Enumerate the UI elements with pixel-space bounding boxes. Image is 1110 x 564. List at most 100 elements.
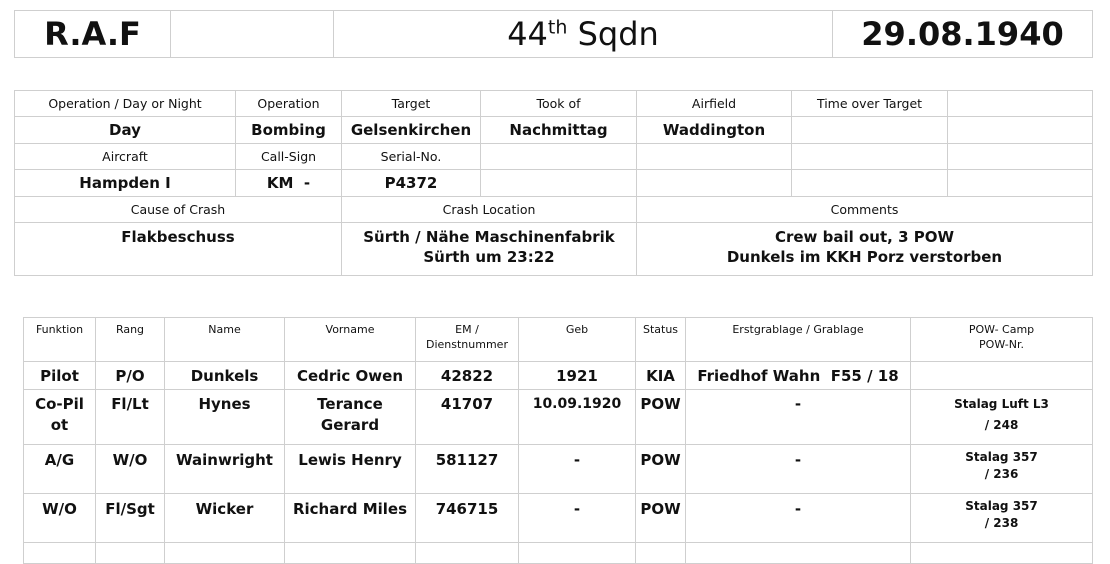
- value-target: Gelsenkirchen: [341, 116, 481, 144]
- empty-cell: [947, 90, 1093, 117]
- label-op-day-night: Operation / Day or Night: [14, 90, 236, 117]
- empty-cell: [685, 542, 911, 564]
- dienstnummer: 581127: [415, 444, 519, 494]
- funktion: A/G: [23, 444, 96, 494]
- label-comments: Comments: [636, 196, 1093, 223]
- pow-camp: Stalag Luft L3 / 248: [910, 389, 1093, 445]
- empty-cell: [415, 542, 519, 564]
- empty-cell: [480, 143, 637, 170]
- label-target: Target: [341, 90, 481, 117]
- value-operation: Bombing: [235, 116, 342, 144]
- empty-cell: [636, 143, 792, 170]
- header-dienstnummer: EM / Dienstnummer: [415, 317, 519, 362]
- empty-cell: [95, 542, 165, 564]
- funktion: Pilot: [23, 361, 96, 390]
- empty-cell: [518, 542, 636, 564]
- table-row: [23, 542, 1093, 564]
- label-time-over-target: Time over Target: [791, 90, 948, 117]
- status: POW: [635, 389, 686, 445]
- empty-cell: [947, 143, 1093, 170]
- header-rang: Rang: [95, 317, 165, 362]
- name: Dunkels: [164, 361, 285, 390]
- pow-camp: [910, 361, 1093, 390]
- date-label: 29.08.1940: [832, 10, 1093, 58]
- empty-cell: [635, 542, 686, 564]
- header-status: Status: [635, 317, 686, 362]
- empty-cell: [791, 169, 948, 197]
- value-cause: Flakbeschuss: [14, 222, 342, 276]
- name: Wainwright: [164, 444, 285, 494]
- value-took-of: Nachmittag: [480, 116, 637, 144]
- value-comments: Crew bail out, 3 POW Dunkels im KKH Porz …: [636, 222, 1093, 276]
- table-row: A/G W/O Wainwright Lewis Henry 581127 - …: [23, 444, 1093, 494]
- table-row: Co-Pilot Fl/Lt Hynes Terance Gerard 4170…: [23, 389, 1093, 445]
- pow-camp: Stalag 357 / 236: [910, 444, 1093, 494]
- status: KIA: [635, 361, 686, 390]
- label-location: Crash Location: [341, 196, 637, 223]
- header-grablage: Erstgrablage / Grablage: [685, 317, 911, 362]
- header-pow-camp: POW- Camp POW-Nr.: [910, 317, 1093, 362]
- label-cause: Cause of Crash: [14, 196, 342, 223]
- geb: 10.09.1920: [518, 389, 636, 445]
- empty-cell: [164, 542, 285, 564]
- table-row: Pilot P/O Dunkels Cedric Owen 42822 1921…: [23, 361, 1093, 390]
- funktion: Co-Pilot: [23, 389, 96, 445]
- vorname: Richard Miles: [284, 493, 416, 543]
- empty-cell: [284, 542, 416, 564]
- dienstnummer: 746715: [415, 493, 519, 543]
- value-aircraft: Hampden I: [14, 169, 236, 197]
- empty-cell: [791, 116, 948, 144]
- grablage: -: [685, 444, 911, 494]
- vorname: Lewis Henry: [284, 444, 416, 494]
- empty-cell: [791, 143, 948, 170]
- geb: -: [518, 444, 636, 494]
- status: POW: [635, 493, 686, 543]
- header-vorname: Vorname: [284, 317, 416, 362]
- value-serial-no: P4372: [341, 169, 481, 197]
- empty-cell: [947, 169, 1093, 197]
- grablage: Friedhof Wahn F55 / 18: [685, 361, 911, 390]
- table-row: W/O Fl/Sgt Wicker Richard Miles 746715 -…: [23, 493, 1093, 543]
- geb: 1921: [518, 361, 636, 390]
- dienstnummer: 41707: [415, 389, 519, 445]
- rang: P/O: [95, 361, 165, 390]
- label-airfield: Airfield: [636, 90, 792, 117]
- name: Wicker: [164, 493, 285, 543]
- value-op-day-night: Day: [14, 116, 236, 144]
- empty-cell: [636, 169, 792, 197]
- pow-camp: Stalag 357 / 238: [910, 493, 1093, 543]
- header-name: Name: [164, 317, 285, 362]
- value-airfield: Waddington: [636, 116, 792, 144]
- header-table: R.A.F 44th Sqdn 29.08.1940: [14, 10, 1093, 58]
- empty-cell: [170, 10, 334, 58]
- header-geb: Geb: [518, 317, 636, 362]
- grablage: -: [685, 389, 911, 445]
- label-serial-no: Serial-No.: [341, 143, 481, 170]
- header-funktion: Funktion: [23, 317, 96, 362]
- empty-cell: [23, 542, 96, 564]
- rang: Fl/Lt: [95, 389, 165, 445]
- operation-table: Operation / Day or Night Operation Targe…: [14, 90, 1093, 276]
- squadron-label: 44th Sqdn: [333, 10, 833, 58]
- value-call-sign: KM -: [235, 169, 342, 197]
- label-call-sign: Call-Sign: [235, 143, 342, 170]
- geb: -: [518, 493, 636, 543]
- funktion: W/O: [23, 493, 96, 543]
- label-operation: Operation: [235, 90, 342, 117]
- status: POW: [635, 444, 686, 494]
- empty-cell: [910, 542, 1093, 564]
- name: Hynes: [164, 389, 285, 445]
- rang: W/O: [95, 444, 165, 494]
- grablage: -: [685, 493, 911, 543]
- rang: Fl/Sgt: [95, 493, 165, 543]
- empty-cell: [480, 169, 637, 197]
- value-location: Sürth / Nähe Maschinenfabrik Sürth um 23:…: [341, 222, 637, 276]
- dienstnummer: 42822: [415, 361, 519, 390]
- empty-cell: [947, 116, 1093, 144]
- label-aircraft: Aircraft: [14, 143, 236, 170]
- vorname: Cedric Owen: [284, 361, 416, 390]
- crew-table: Funktion Rang Name Vorname EM / Dienstnum…: [23, 317, 1093, 564]
- label-took-of: Took of: [480, 90, 637, 117]
- vorname: Terance Gerard: [284, 389, 416, 445]
- org-label: R.A.F: [14, 10, 171, 58]
